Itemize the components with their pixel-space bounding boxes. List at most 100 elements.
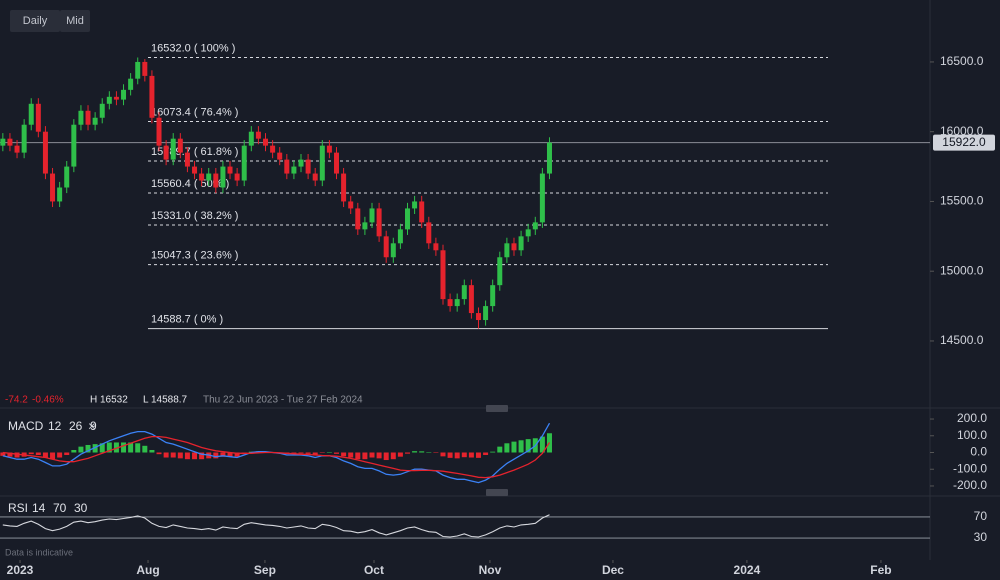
histogram-bar	[99, 443, 105, 453]
histogram-bar	[341, 452, 347, 457]
histogram-bar	[397, 452, 403, 457]
toolbar-button[interactable]: Daily	[23, 15, 48, 27]
indicator-param: 30	[74, 501, 88, 515]
histogram-bar	[227, 452, 233, 457]
histogram-bar	[213, 452, 219, 459]
candle-body	[263, 138, 269, 146]
button-bg[interactable]	[10, 10, 60, 32]
histogram-bar	[504, 443, 510, 453]
candle-body	[525, 229, 531, 237]
indicator-label: RSI	[8, 501, 28, 515]
candle-body	[177, 138, 183, 153]
histogram-bar	[497, 446, 503, 453]
x-tick-label: Dec	[602, 563, 624, 577]
histogram-bar	[57, 452, 63, 458]
candle-body	[341, 173, 347, 202]
stat: H 16532	[90, 395, 128, 406]
histogram-bar	[369, 452, 375, 458]
close-icon[interactable]: ×	[88, 418, 96, 433]
histogram-bar	[454, 452, 460, 459]
histogram-bar	[319, 452, 325, 454]
candle-body	[28, 103, 34, 125]
candle-body	[326, 145, 332, 153]
fib-label: 15047.3 ( 23.6% )	[151, 250, 238, 262]
y-tick-label: 15500.0	[940, 194, 984, 208]
histogram-bar	[426, 452, 432, 453]
candle-body	[461, 285, 467, 300]
fib-label: 15560.4 ( 50% )	[151, 178, 229, 190]
histogram-bar	[511, 441, 517, 453]
candle-body	[234, 173, 240, 181]
histogram-bar	[78, 446, 84, 453]
candle-body	[376, 208, 382, 237]
candle-body	[404, 208, 410, 230]
histogram-bar	[156, 452, 162, 455]
y-tick-label: 15000.0	[940, 263, 984, 277]
last-price-label: 15922.0	[942, 135, 986, 149]
candle-body	[270, 145, 276, 153]
candle-body	[78, 110, 84, 125]
macd-line	[2, 435, 551, 479]
histogram-bar	[14, 452, 20, 458]
candle-body	[355, 208, 361, 230]
candle-body	[92, 117, 98, 125]
x-tick-label: 2023	[7, 563, 34, 577]
histogram-bar	[348, 452, 354, 458]
histogram-bar	[355, 452, 361, 460]
y-tick-label: 200.0	[957, 411, 987, 425]
fib-label: 16073.4 ( 76.4% )	[151, 106, 238, 118]
histogram-bar	[518, 440, 524, 453]
y-tick-label: -200.0	[953, 478, 987, 492]
indicator-param: 9	[90, 419, 97, 433]
toolbar-button[interactable]: Mid	[66, 15, 84, 27]
candle-body	[255, 131, 261, 139]
y-tick-label: 100.0	[957, 428, 987, 442]
candle-body	[135, 61, 141, 79]
histogram-bar	[291, 452, 297, 454]
x-tick-label: Feb	[870, 563, 891, 577]
fib-label: 16532.0 ( 100% )	[151, 42, 235, 54]
histogram-bar	[121, 442, 127, 453]
fib-label: 14588.7 ( 0% )	[151, 313, 223, 325]
candle-body	[184, 152, 190, 167]
button-bg[interactable]	[60, 10, 90, 32]
candle-body	[532, 222, 538, 230]
y-tick-label: -100.0	[953, 461, 987, 475]
pane-handle[interactable]	[486, 489, 508, 496]
histogram-bar	[177, 452, 183, 459]
candle-body	[227, 166, 233, 174]
candle-body	[284, 159, 290, 174]
histogram-bar	[35, 452, 41, 456]
rsi-line	[2, 514, 550, 538]
histogram-bar	[525, 439, 531, 453]
histogram-bar	[0, 452, 6, 456]
y-tick-label: 30	[974, 530, 988, 544]
stat: -74.2	[5, 395, 28, 406]
candle-body	[213, 173, 219, 188]
histogram-bar	[461, 452, 467, 458]
candle-body	[7, 138, 13, 146]
histogram-bar	[170, 452, 176, 458]
histogram-bar	[220, 452, 226, 457]
candle-body	[14, 145, 20, 153]
histogram-bar	[404, 452, 410, 454]
pane-handle[interactable]	[486, 405, 508, 412]
candle-body	[412, 201, 418, 209]
candle-body	[298, 159, 304, 167]
candle-body	[369, 208, 375, 223]
histogram-bar	[483, 452, 489, 456]
candle-body	[468, 285, 474, 314]
histogram-bar	[50, 452, 56, 460]
candle-body	[419, 201, 425, 223]
histogram-bar	[28, 452, 34, 455]
candle-body	[21, 124, 27, 153]
indicator-label: MACD	[8, 419, 44, 433]
candle-body	[277, 152, 283, 160]
histogram-bar	[440, 452, 446, 457]
candle-body	[312, 173, 318, 181]
histogram-bar	[85, 444, 91, 453]
candle-body	[504, 243, 510, 258]
candle-body	[99, 103, 105, 118]
fib-label: 15331.0 ( 38.2% )	[151, 210, 238, 222]
